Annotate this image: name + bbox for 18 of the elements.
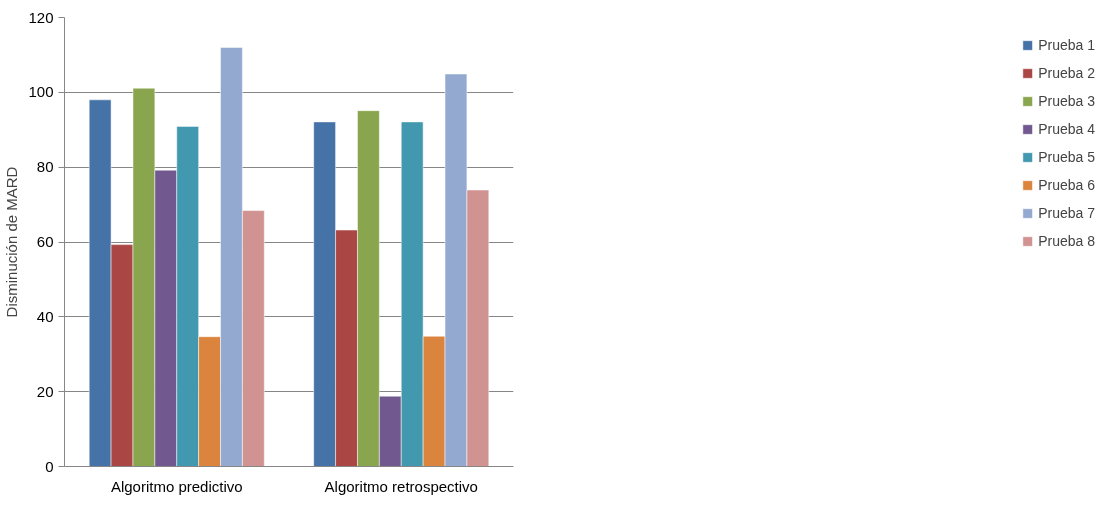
y-tick-label: 80 [36, 158, 54, 176]
legend-label: Prueba 4 [1038, 121, 1095, 137]
y-tick-label: 20 [36, 382, 54, 400]
x-tick-label: Algoritmo predictivo [110, 477, 243, 495]
y-tick-label: 120 [28, 8, 54, 26]
legend-label: Prueba 2 [1038, 65, 1095, 81]
legend-label: Prueba 5 [1038, 149, 1095, 165]
legend-label: Prueba 8 [1038, 233, 1095, 249]
legend-label: Prueba 1 [1038, 37, 1095, 53]
y-axis-title: Disminución de MARD [3, 166, 21, 318]
y-tick-label: 0 [45, 457, 54, 475]
legend-label: Prueba 3 [1038, 93, 1095, 109]
y-tick-label: 100 [28, 83, 54, 101]
legend-label: Prueba 7 [1038, 205, 1095, 221]
legend-label: Prueba 6 [1038, 177, 1095, 193]
y-tick-label: 40 [36, 307, 54, 325]
x-tick-label: Algoritmo retrospectivo [324, 477, 478, 495]
y-tick-label: 60 [36, 233, 54, 250]
